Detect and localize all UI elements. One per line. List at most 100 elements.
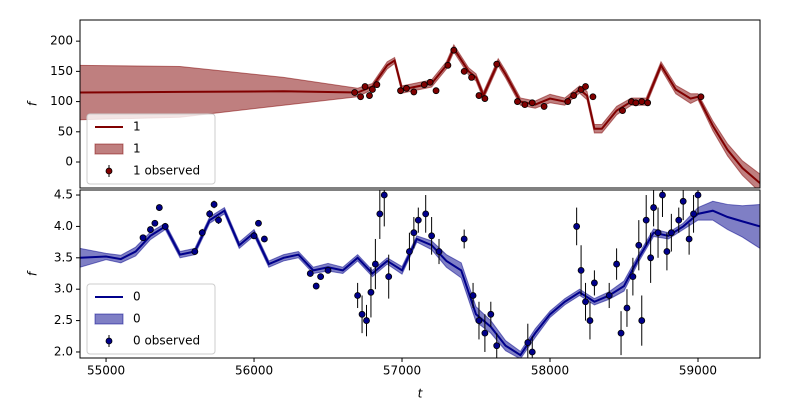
observed-point: [654, 229, 662, 237]
observed-point: [632, 99, 640, 107]
observed-point: [589, 93, 597, 101]
observed-point: [524, 339, 532, 346]
legend-label: 1: [133, 142, 141, 156]
observed-point: [697, 93, 705, 101]
observed-point: [403, 84, 410, 92]
observed-point: [642, 216, 650, 224]
y-tick-label: 4.0: [54, 219, 73, 233]
y-tick-label: 3.5: [54, 250, 73, 264]
axes-frame: [79, 189, 761, 359]
observed-point: [422, 210, 430, 218]
observed-point: [460, 67, 468, 75]
x-tick-label: 57000: [383, 364, 421, 378]
observed-point: [570, 92, 578, 99]
observed-point: [414, 216, 422, 224]
observed-point: [663, 248, 671, 255]
observed-point: [690, 210, 697, 218]
observed-point: [435, 248, 443, 255]
observed-point: [366, 92, 373, 99]
observed-point: [155, 204, 163, 211]
legend-marker: [105, 337, 113, 345]
observed-point: [367, 288, 375, 296]
observed-point: [481, 95, 489, 102]
observed-point: [521, 101, 529, 109]
legend-label: 0: [133, 290, 141, 304]
observed-point: [617, 329, 625, 337]
observed-point: [638, 317, 646, 324]
observed-point: [644, 99, 652, 107]
observed-point: [540, 103, 548, 110]
observed-point: [659, 191, 666, 199]
y-tick-label: 3.0: [54, 282, 73, 296]
observed-point: [635, 241, 643, 249]
legend-box: [86, 283, 216, 355]
observed-point: [324, 266, 332, 274]
x-axis-label: t: [418, 387, 424, 400]
observed-point: [406, 248, 413, 255]
observed-point: [528, 348, 536, 356]
x-tick-label: 59000: [679, 364, 717, 378]
plot-area: [80, 190, 760, 358]
observed-point: [685, 235, 693, 243]
observed-point: [255, 219, 262, 227]
observed-point: [147, 226, 154, 233]
observed-point: [397, 87, 404, 95]
observed-point: [354, 292, 362, 299]
observed-point: [410, 88, 418, 96]
observed-point: [198, 229, 206, 237]
y-tick-label: 150: [50, 64, 73, 78]
observed-point: [358, 310, 366, 318]
observed-point: [250, 232, 258, 240]
legend-box: [86, 113, 216, 185]
legend-patch: [94, 143, 124, 155]
plot-area: [80, 43, 760, 188]
observed-point: [493, 342, 501, 350]
y-tick-label: 4.5: [54, 188, 73, 202]
observed-point: [528, 99, 536, 107]
legend-label: 0 observed: [133, 334, 200, 348]
y-tick-label: 0: [65, 155, 73, 169]
observed-point: [481, 329, 489, 337]
observed-point: [260, 235, 268, 243]
observed-point: [460, 235, 468, 243]
observed-point: [679, 197, 687, 205]
observed-point: [373, 81, 381, 89]
observed-point: [351, 89, 359, 96]
observed-point: [573, 223, 581, 230]
observed-point: [191, 248, 199, 255]
observed-point: [312, 282, 320, 290]
observed-point: [317, 273, 325, 281]
legend-label: 0: [133, 312, 141, 326]
observed-point: [591, 279, 598, 287]
y-axis-label: f: [26, 100, 40, 106]
observed-point: [306, 270, 314, 277]
observed-point: [468, 74, 475, 81]
legend: 1 1 1 observed: [86, 113, 216, 185]
observed-point: [582, 298, 589, 306]
observed-point: [161, 223, 169, 230]
observed-point: [475, 92, 483, 99]
y-tick-label: 200: [50, 34, 73, 48]
y-axis-label: f: [26, 270, 40, 276]
observed-point: [357, 93, 364, 101]
observed-point: [420, 81, 428, 89]
axes-frame: [79, 19, 761, 189]
observed-point: [151, 219, 159, 227]
y-tick-label: 2.0: [54, 344, 73, 358]
observed-point: [428, 232, 436, 240]
observed-point: [361, 83, 369, 90]
observed-point: [206, 210, 214, 218]
observed-point: [385, 273, 393, 281]
observed-point: [619, 107, 626, 115]
y-tick-label: 50: [58, 124, 73, 138]
observed-point: [210, 201, 218, 208]
observed-point: [426, 78, 434, 86]
legend-patch: [94, 313, 124, 325]
legend-label: 1: [133, 120, 141, 134]
observed-point: [432, 87, 440, 95]
legend: 0 0 0 observed: [86, 283, 216, 355]
observed-point: [371, 260, 379, 268]
observed-point: [586, 317, 594, 324]
observed-point: [363, 317, 370, 324]
